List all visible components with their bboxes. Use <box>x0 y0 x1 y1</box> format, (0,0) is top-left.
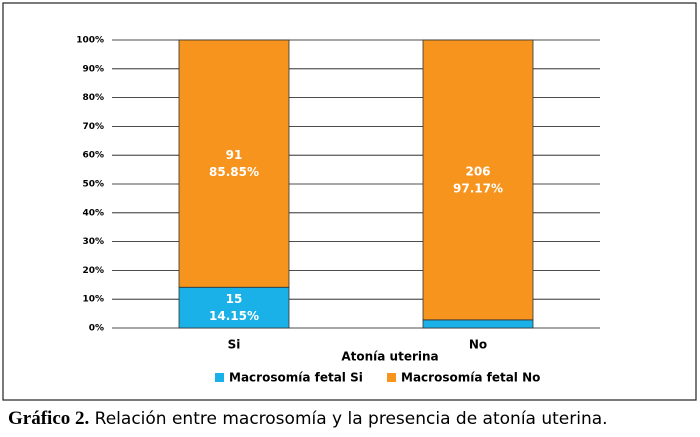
y-tick-label: 100% <box>76 36 104 46</box>
bar-segment <box>422 319 534 329</box>
y-tick-label: 30% <box>82 237 104 247</box>
chart: Atonía uterina 0% 10% 20% 30% 40% 50% 60% 70% 80… <box>2 2 697 401</box>
count-label: 91 <box>226 148 243 162</box>
legend-label: Macrosomía fetal Si <box>229 371 363 385</box>
y-tick-label: 10% <box>82 295 104 305</box>
y-tick-label: 40% <box>82 208 104 218</box>
y-tick-label: 80% <box>82 93 104 103</box>
legend-swatch <box>387 373 396 382</box>
x-axis-label: Atonía uterina <box>341 350 438 364</box>
legend-swatch <box>215 373 224 382</box>
x-tick-label: Si <box>228 338 241 352</box>
caption-label: Gráfico 2. <box>8 408 90 429</box>
caption-text: Relación entre macrosomía y la presencia… <box>94 409 608 429</box>
value-label: 97.17% <box>453 181 503 195</box>
y-tick-label: 20% <box>82 266 104 276</box>
y-tick-label: 70% <box>82 122 104 132</box>
caption: Gráfico 2. Relación entre macrosomía y l… <box>8 408 608 430</box>
legend-label: Macrosomía fetal No <box>401 371 540 385</box>
y-tick-label: 50% <box>82 180 104 190</box>
bar-segment <box>178 286 290 329</box>
value-label: 85.85% <box>209 165 259 179</box>
chart-frame <box>2 2 697 401</box>
bar-segment <box>422 39 534 321</box>
count-label: 15 <box>226 292 243 306</box>
value-label: 14.15% <box>209 309 259 323</box>
x-tick-label: No <box>469 338 487 352</box>
y-tick-label: 90% <box>82 64 104 74</box>
y-tick-label: 60% <box>82 151 104 161</box>
bar-segment <box>178 39 290 288</box>
y-tick-label: 0% <box>89 324 104 334</box>
count-label: 206 <box>465 164 490 178</box>
